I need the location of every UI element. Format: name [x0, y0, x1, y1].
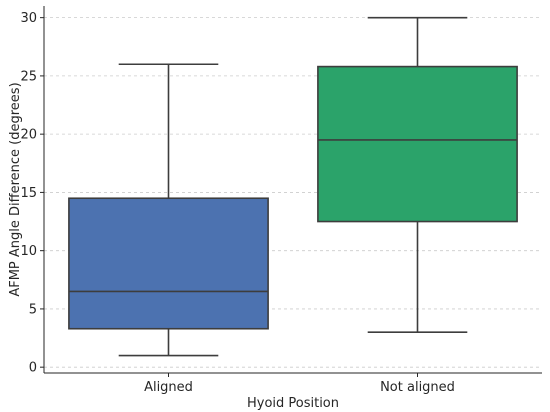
iqr-box — [68, 197, 269, 330]
x-tick-label: Not aligned — [380, 380, 455, 395]
y-tick-label: 25 — [20, 69, 37, 84]
box-group — [68, 63, 269, 357]
box-group — [317, 16, 518, 334]
y-tick-label: 20 — [20, 128, 37, 143]
y-tick-label: 15 — [20, 186, 37, 201]
x-axis-title: Hyoid Position — [247, 396, 339, 411]
y-tick-label: 10 — [20, 244, 37, 259]
box-series — [68, 16, 518, 357]
y-axis-title: AFMP Angle Difference (degrees) — [8, 82, 23, 296]
y-tick-label: 0 — [29, 361, 37, 376]
y-tick-label: 30 — [20, 11, 37, 26]
y-tick-label: 5 — [29, 302, 37, 317]
x-ticks: Aligned Not aligned — [144, 373, 455, 395]
axes — [43, 6, 542, 374]
iqr-box — [317, 65, 518, 223]
x-tick-label: Aligned — [144, 380, 193, 395]
y-ticks: 0 5 10 15 20 25 30 — [20, 11, 44, 376]
